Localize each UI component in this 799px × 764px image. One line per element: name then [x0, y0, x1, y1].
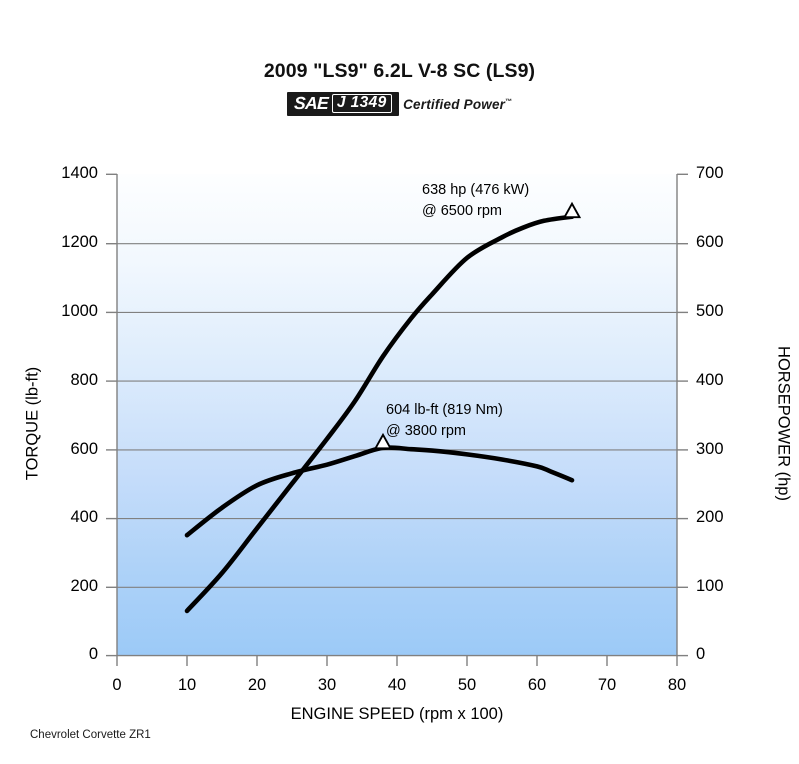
power-peak-annotation-line1: 638 hp (476 kW): [422, 182, 530, 198]
torque-peak-annotation-line1: 604 lb-ft (819 Nm): [386, 402, 503, 418]
y-tick-label-600: 600: [70, 440, 98, 458]
y2-tick-label-200: 200: [696, 508, 724, 526]
torque-peak-marker: [373, 432, 393, 450]
footnote-vehicle-name: Chevrolet Corvette ZR1: [30, 729, 151, 741]
x-tick-label-10: 10: [177, 676, 197, 694]
y2-tick-label-0: 0: [696, 645, 706, 663]
power-peak-marker: [562, 201, 582, 219]
y-tick-label-1200: 1200: [61, 233, 98, 251]
x-axis-title-engine-speed: ENGINE SPEED (rpm x 100): [290, 705, 504, 723]
sae-certified-power-logo: SAE J 1349 Certified Power™: [286, 92, 513, 116]
x-tick-label-30: 30: [317, 676, 337, 694]
chart-header: 2009 "LS9" 6.2L V-8 SC (LS9) SAE J 1349 …: [0, 0, 799, 116]
horsepower-curve: [184, 214, 575, 614]
sae-certified-text-wrap: Certified Power™: [403, 96, 513, 112]
left-axis-ticks: [106, 173, 117, 657]
y2-tick-label-100: 100: [696, 577, 724, 595]
y2-tick-label-500: 500: [696, 302, 724, 320]
page-title: 2009 "LS9" 6.2L V-8 SC (LS9): [263, 60, 536, 82]
power-peak-annotation: 638 hp (476 kW) @ 6500 rpm: [422, 180, 529, 222]
torque-peak-annotation: 604 lb-ft (819 Nm) @ 3800 rpm: [386, 400, 503, 442]
x-tick-label-70: 70: [597, 676, 617, 694]
bottom-axis-ticks: [116, 655, 678, 666]
x-tick-label-0: 0: [112, 676, 122, 694]
trademark-symbol: ™: [505, 98, 513, 105]
plot-background: [117, 174, 677, 655]
x-tick-label-40: 40: [387, 676, 407, 694]
y-tick-label-1000: 1000: [61, 302, 98, 320]
x-tick-label-50: 50: [457, 676, 477, 694]
power-peak-annotation-line2: @ 6500 rpm: [422, 203, 503, 220]
sae-certified-text: Certified Power: [403, 96, 506, 112]
x-tick-label-60: 60: [527, 676, 547, 694]
y2-tick-label-400: 400: [696, 371, 724, 389]
sae-logo-bar: SAE J 1349: [286, 92, 399, 116]
y-tick-label-800: 800: [70, 371, 98, 389]
y2-tick-label-700: 700: [696, 164, 724, 182]
y-tick-label-0: 0: [88, 645, 98, 663]
y2-axis-title-horsepower: HORSEPOWER (hp): [774, 346, 793, 501]
y-tick-label-1400: 1400: [61, 164, 98, 182]
torque-peak-annotation-line2: @ 3800 rpm: [386, 423, 467, 440]
y2-tick-label-600: 600: [696, 233, 724, 251]
x-tick-label-80: 80: [667, 676, 687, 694]
y-tick-label-400: 400: [70, 508, 98, 526]
y-tick-label-200: 200: [70, 577, 98, 595]
y-axis-title-torque: TORQUE (lb-ft): [23, 366, 42, 481]
x-tick-label-20: 20: [247, 676, 267, 694]
sae-standard-text: J 1349: [331, 94, 392, 113]
torque-curve: [184, 445, 575, 538]
right-axis-ticks: [677, 173, 688, 657]
y2-tick-label-300: 300: [696, 440, 724, 458]
